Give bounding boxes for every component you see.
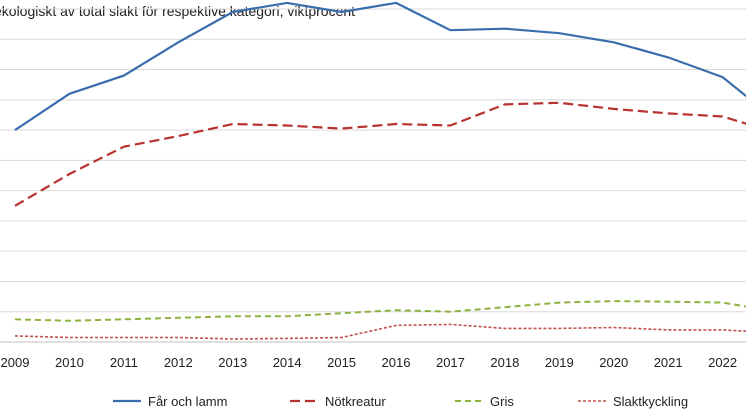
x-tick-label: 2015 — [327, 355, 356, 370]
x-tick-label: 2010 — [55, 355, 84, 370]
x-tick-label: 2014 — [273, 355, 302, 370]
x-tick-label: 2021 — [654, 355, 683, 370]
x-tick-label: 2009 — [1, 355, 30, 370]
legend: Får och lamm Nötkreatur Gris Slaktkyckling — [113, 394, 688, 409]
series-line-får-och-lamm — [14, 1, 746, 132]
x-tick-label: 2020 — [599, 355, 628, 370]
legend-label: Slaktkyckling — [613, 394, 688, 409]
series-line-gris — [14, 300, 746, 322]
legend-label: Gris — [490, 394, 514, 409]
x-axis-ticks: 2009 2010 2011 2012 2013 2014 2015 2016 2017 2018… — [1, 355, 738, 370]
x-tick-label: 2011 — [110, 355, 138, 370]
x-tick-label: 2016 — [382, 355, 411, 370]
legend-label: Får och lamm — [148, 394, 227, 409]
x-tick-label: 2017 — [436, 355, 465, 370]
legend-label: Nötkreatur — [325, 394, 386, 409]
x-tick-label: 2022 — [708, 355, 737, 370]
x-tick-label: 2018 — [490, 355, 519, 370]
series-line-nötkreatur — [14, 101, 746, 207]
x-tick-label: 2013 — [218, 355, 247, 370]
x-tick-label: 2012 — [164, 355, 193, 370]
gridlines — [0, 8, 746, 313]
series-line-slaktkyckling — [14, 323, 746, 340]
series-lines — [14, 1, 746, 340]
x-tick-label: 2019 — [545, 355, 574, 370]
